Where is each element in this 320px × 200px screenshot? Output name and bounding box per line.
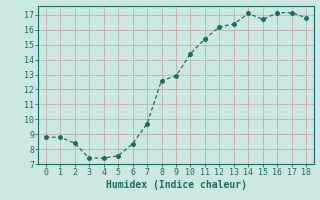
X-axis label: Humidex (Indice chaleur): Humidex (Indice chaleur) — [106, 180, 246, 190]
